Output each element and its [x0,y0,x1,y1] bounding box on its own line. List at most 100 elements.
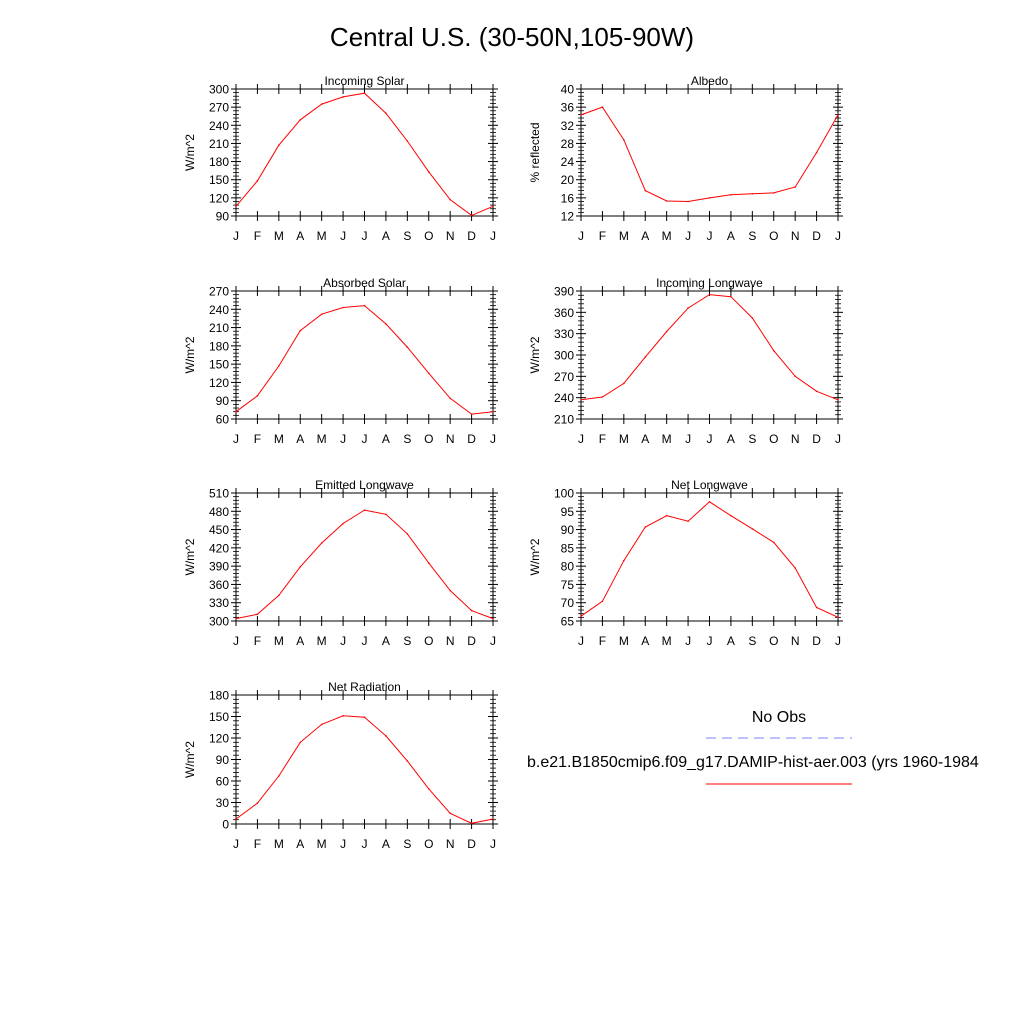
x-tick-label: N [446,432,455,446]
chart-title: Net Radiation [328,680,401,694]
data-point [773,349,775,352]
y-tick-label: 30 [216,796,230,810]
data-point [406,760,409,762]
data-point [256,395,259,397]
x-tick-label: A [641,634,649,648]
x-tick-label: J [233,432,239,446]
x-tick-label: O [424,634,433,648]
y-tick-label: 95 [561,505,575,519]
data-point [342,306,344,309]
x-tick-label: F [599,229,606,243]
x-tick-label: J [362,229,368,243]
x-tick-label: M [317,432,327,446]
y-tick-label: 180 [209,155,229,169]
data-point [665,200,668,202]
x-tick-label: N [791,432,800,446]
data-point [730,514,732,517]
data-point [385,323,387,325]
x-tick-label: A [727,432,735,446]
data-point [837,114,839,116]
data-point [406,346,409,348]
x-tick-label: M [274,634,284,648]
x-tick-label: J [362,837,368,851]
y-axis-label: W/m^2 [183,538,197,575]
plot-frame [580,492,839,622]
data-point [687,200,689,203]
x-tick-label: S [403,432,411,446]
data-point [320,542,323,544]
data-point [363,716,366,718]
data-point [278,775,280,777]
data-point [428,372,430,375]
data-point [406,533,409,535]
x-tick-label: J [578,229,584,243]
x-tick-label: A [641,229,649,243]
y-tick-label: 180 [209,339,229,353]
data-point [751,317,754,319]
y-tick-label: 210 [209,137,229,151]
x-tick-label: M [274,837,284,851]
x-tick-label: M [662,229,672,243]
y-tick-label: 90 [216,210,230,224]
data-point [794,375,796,378]
series-line [580,106,839,203]
legend-obs-label: No Obs [752,709,806,726]
x-tick-label: S [748,432,756,446]
x-tick-label: A [727,634,735,648]
x-tick-label: F [254,229,261,243]
x-tick-label: D [467,837,476,851]
y-tick-label: 150 [209,173,229,187]
x-tick-label: N [446,837,455,851]
data-point [580,615,582,617]
x-tick-label: M [274,229,284,243]
y-tick-label: 0 [222,818,229,832]
y-tick-label: 180 [209,689,229,703]
data-point [363,509,366,511]
y-tick-label: 120 [209,732,229,746]
x-tick-label: J [578,634,584,648]
data-point [342,715,344,717]
x-tick-label: D [812,432,821,446]
data-point [751,193,754,195]
data-point [708,197,711,199]
x-tick-label: J [685,432,691,446]
y-tick-label: 40 [561,83,575,97]
data-point [428,171,430,173]
x-tick-label: M [662,432,672,446]
y-axis-label: W/m^2 [183,134,197,171]
data-point [320,103,323,105]
charts-group: Incoming Solar90120150180210240270300W/m… [183,74,843,851]
data-point [794,567,796,569]
y-tick-label: 120 [209,191,229,205]
x-tick-label: F [254,634,261,648]
plot-frame [580,88,839,217]
y-tick-label: 510 [209,487,229,501]
data-point [492,818,494,820]
data-point [580,399,582,401]
data-point [730,193,732,196]
x-tick-label: J [835,229,841,243]
data-point [235,818,237,820]
data-point [235,617,237,620]
x-tick-label: D [467,634,476,648]
data-point [794,186,796,188]
y-tick-label: 360 [554,306,574,320]
y-tick-label: 85 [561,541,575,555]
x-tick-label: A [296,432,304,446]
data-point [730,295,732,298]
data-point [837,616,839,619]
data-point [708,293,711,296]
y-tick-label: 150 [209,358,229,372]
data-point [342,522,344,525]
data-point [256,613,259,616]
x-tick-label: M [619,229,629,243]
data-point [470,822,473,825]
data-point [665,330,668,333]
x-tick-label: J [578,432,584,446]
y-tick-label: 36 [561,101,575,115]
y-axis-label: W/m^2 [528,336,542,373]
x-tick-label: J [340,837,346,851]
